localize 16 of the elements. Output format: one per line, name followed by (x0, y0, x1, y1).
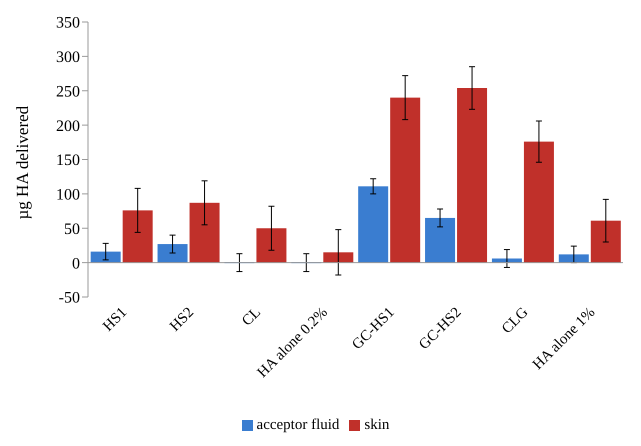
y-tick-label: 0 (72, 255, 80, 272)
legend-label: acceptor fluid (256, 417, 340, 433)
y-tick-label: 300 (56, 49, 80, 66)
y-tick-label: 250 (56, 83, 80, 100)
y-tick-label: 100 (56, 186, 80, 204)
y-tick-label: 150 (56, 152, 80, 170)
x-tick-label: HS2 (166, 304, 198, 335)
x-tick-label: HS1 (100, 304, 130, 335)
x-tick-label: CL (239, 304, 264, 330)
y-tick-label: 50 (64, 220, 80, 238)
x-tick-label: CLG (498, 304, 532, 338)
y-axis-title: µg HA delivered (13, 105, 32, 220)
y-tick-label: 200 (56, 118, 80, 135)
y-tick-label: -50 (58, 290, 80, 307)
legend-label: skin (364, 417, 390, 433)
y-tick-label: 350 (56, 14, 80, 32)
